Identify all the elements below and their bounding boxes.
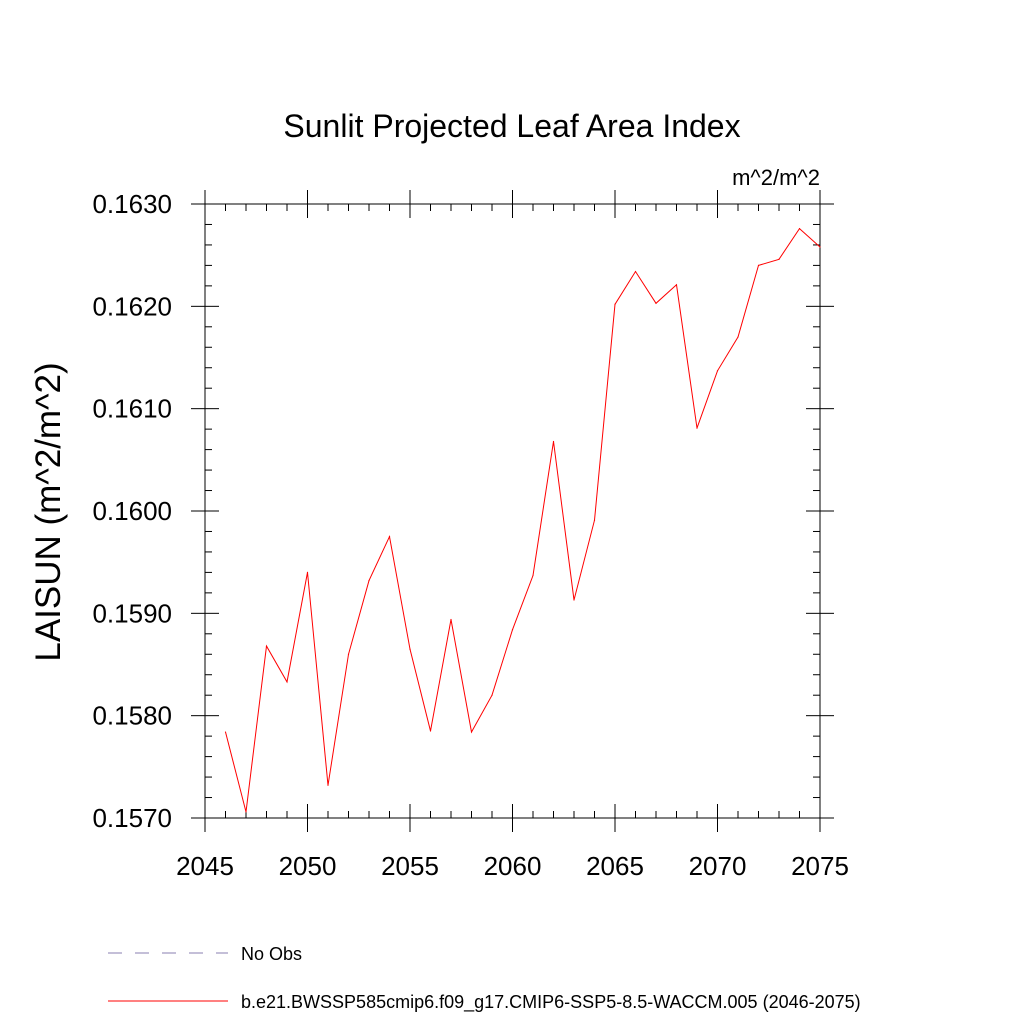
- data-point: [286, 681, 288, 683]
- chart-title: Sunlit Projected Leaf Area Index: [283, 108, 740, 144]
- x-axis: 2045 2050 2055 2060 2065 2070 2075: [176, 190, 849, 881]
- data-point: [306, 571, 309, 574]
- series-layer: [224, 227, 821, 813]
- data-point: [327, 784, 329, 786]
- data-point: [614, 303, 616, 305]
- data-point: [429, 730, 432, 732]
- y-tick-label: 0.1580: [92, 701, 172, 731]
- data-point: [470, 731, 473, 733]
- data-point: [245, 811, 247, 813]
- data-point: [532, 574, 534, 577]
- data-point: [224, 731, 227, 733]
- x-tick-label: 2045: [176, 851, 234, 881]
- data-point: [388, 535, 391, 538]
- y-axis: 0.1570 0.1580 0.1590 0.1600 0.1610 0.1620 0.16…: [92, 189, 834, 833]
- data-point: [450, 618, 452, 621]
- x-tick-label: 2075: [791, 851, 849, 881]
- data-point: [511, 629, 514, 631]
- x-tick-label: 2070: [689, 851, 747, 881]
- y-tick-label: 0.1610: [92, 394, 172, 424]
- data-point: [819, 246, 821, 248]
- x-tick-label: 2065: [586, 851, 644, 881]
- data-point: [634, 270, 637, 273]
- y-tick-label: 0.1570: [92, 803, 172, 833]
- y-tick-label: 0.1620: [92, 291, 172, 321]
- y-tick-label: 0.1600: [92, 496, 172, 526]
- plot-frame: [204, 203, 821, 819]
- data-point: [798, 227, 801, 230]
- data-point: [552, 440, 555, 443]
- legend: No Obs b.e21.BWSSP585cmip6.f09_g17.CMIP6-…: [108, 944, 861, 1013]
- x-tick-label: 2055: [381, 851, 439, 881]
- y-axis-label: LAISUN (m^2/m^2): [29, 362, 68, 661]
- data-point: [265, 645, 268, 647]
- data-point: [409, 648, 411, 650]
- y-tick-label: 0.1590: [92, 598, 172, 628]
- x-tick-label: 2060: [484, 851, 542, 881]
- data-point: [716, 370, 719, 372]
- data-point: [347, 653, 350, 655]
- data-point: [757, 264, 760, 266]
- data-point: [573, 599, 575, 601]
- legend-label-0: No Obs: [241, 944, 302, 964]
- x-tick-label: 2050: [279, 851, 337, 881]
- data-point: [696, 427, 698, 429]
- units-label: m^2/m^2: [732, 165, 820, 190]
- series-line-1: [225, 227, 821, 813]
- data-point: [778, 258, 780, 260]
- data-point: [655, 302, 657, 304]
- data-point: [491, 694, 493, 696]
- legend-label-1: b.e21.BWSSP585cmip6.f09_g17.CMIP6-SSP5-8…: [241, 992, 861, 1013]
- data-point: [737, 336, 739, 338]
- data-point: [368, 579, 370, 582]
- y-tick-label: 0.1630: [92, 189, 172, 219]
- data-point: [593, 519, 596, 521]
- data-point: [675, 284, 678, 286]
